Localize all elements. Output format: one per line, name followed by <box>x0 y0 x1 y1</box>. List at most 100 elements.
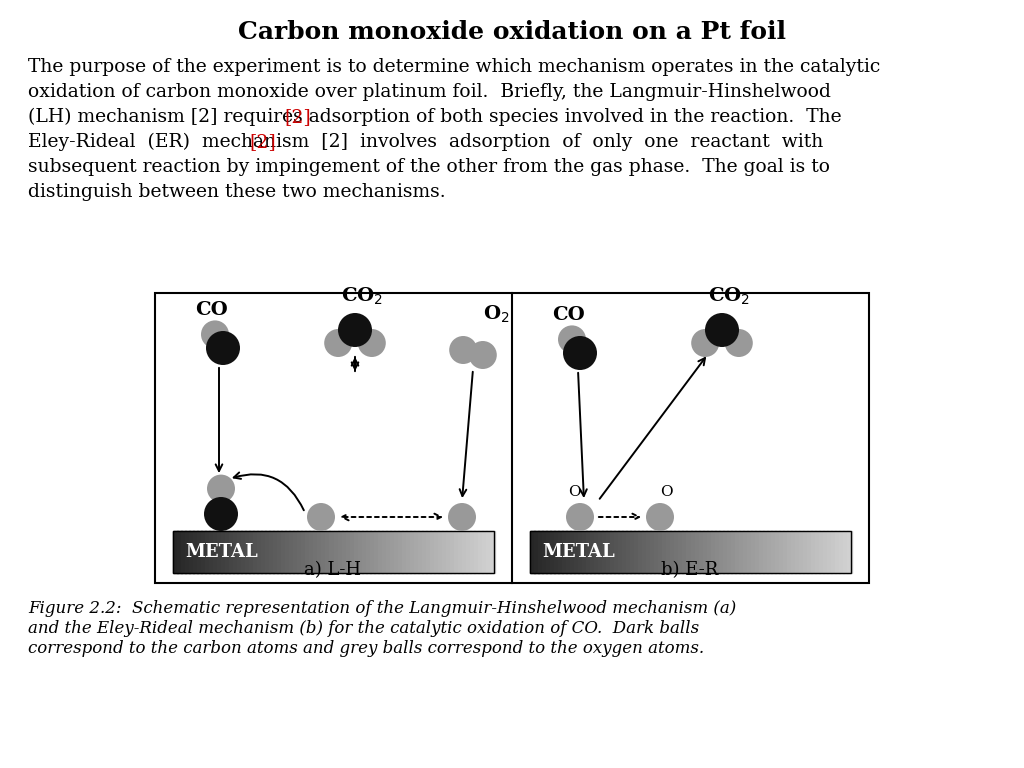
Bar <box>562 531 567 573</box>
Bar <box>707 531 712 573</box>
Bar <box>434 531 439 573</box>
Bar <box>386 531 391 573</box>
Bar <box>723 531 728 573</box>
Bar <box>610 531 615 573</box>
Circle shape <box>449 503 476 531</box>
Bar <box>470 531 475 573</box>
Bar <box>682 531 687 573</box>
Bar <box>690 531 695 573</box>
Bar <box>586 531 591 573</box>
Bar <box>273 531 279 573</box>
Bar <box>843 531 848 573</box>
Bar <box>233 531 239 573</box>
Bar <box>795 531 800 573</box>
Bar <box>667 531 672 573</box>
Bar <box>438 531 442 573</box>
Circle shape <box>646 503 674 531</box>
Text: CO: CO <box>552 306 585 324</box>
Bar <box>694 531 699 573</box>
Circle shape <box>469 341 497 369</box>
Text: b) E-R: b) E-R <box>662 561 719 579</box>
Bar <box>242 531 246 573</box>
Circle shape <box>558 326 586 353</box>
Bar <box>771 531 776 573</box>
Bar <box>422 531 427 573</box>
Circle shape <box>691 329 719 357</box>
Bar <box>290 531 294 573</box>
Bar <box>775 531 779 573</box>
Bar <box>441 531 446 573</box>
Bar <box>546 531 551 573</box>
Bar <box>374 531 379 573</box>
Bar <box>185 531 190 573</box>
Bar <box>686 531 691 573</box>
Bar <box>309 531 314 573</box>
Bar <box>542 531 547 573</box>
Bar <box>221 531 226 573</box>
Bar <box>663 531 668 573</box>
Bar <box>590 531 595 573</box>
Bar <box>269 531 274 573</box>
Bar <box>225 531 230 573</box>
Bar <box>534 531 539 573</box>
Bar <box>634 531 639 573</box>
Circle shape <box>563 336 597 370</box>
Bar <box>189 531 195 573</box>
Bar <box>583 531 587 573</box>
Bar <box>839 531 844 573</box>
Bar <box>631 531 635 573</box>
Bar <box>478 531 483 573</box>
Bar <box>650 531 655 573</box>
Text: Eley-Rideal  (ER)  mechanism  [2]  involves  adsorption  of  only  one  reactant: Eley-Rideal (ER) mechanism [2] involves … <box>28 133 823 151</box>
Bar <box>370 531 375 573</box>
Bar <box>458 531 463 573</box>
Bar <box>330 531 335 573</box>
Bar <box>554 531 559 573</box>
Text: Figure 2.2:  Schematic representation of the Langmuir-Hinshelwood mechanism (a): Figure 2.2: Schematic representation of … <box>28 600 736 617</box>
Bar <box>322 531 327 573</box>
Bar <box>594 531 599 573</box>
Bar <box>606 531 611 573</box>
Bar <box>397 531 402 573</box>
Bar <box>799 531 804 573</box>
Bar <box>393 531 398 573</box>
Circle shape <box>207 475 234 502</box>
Bar <box>286 531 291 573</box>
Bar <box>445 531 451 573</box>
Bar <box>638 531 643 573</box>
Text: O$_2$: O$_2$ <box>483 303 509 325</box>
Bar <box>213 531 218 573</box>
Bar <box>614 531 620 573</box>
Bar <box>245 531 250 573</box>
Bar <box>418 531 423 573</box>
Bar <box>827 531 831 573</box>
Bar <box>342 531 346 573</box>
Bar <box>261 531 266 573</box>
Bar <box>181 531 186 573</box>
Bar <box>353 531 358 573</box>
Bar <box>326 531 331 573</box>
Bar <box>847 531 852 573</box>
Bar <box>550 531 555 573</box>
Bar <box>642 531 647 573</box>
Bar <box>197 531 202 573</box>
Bar <box>746 531 752 573</box>
Bar <box>253 531 258 573</box>
Text: and the Eley-Rideal mechanism (b) for the catalytic oxidation of CO.  Dark balls: and the Eley-Rideal mechanism (b) for th… <box>28 620 699 637</box>
Bar <box>466 531 471 573</box>
Bar <box>361 531 367 573</box>
Bar <box>201 531 206 573</box>
Circle shape <box>566 503 594 531</box>
Text: correspond to the carbon atoms and grey balls correspond to the oxygen atoms.: correspond to the carbon atoms and grey … <box>28 640 705 657</box>
Bar <box>205 531 210 573</box>
Bar <box>229 531 234 573</box>
Bar <box>426 531 431 573</box>
Bar <box>811 531 816 573</box>
Bar <box>297 531 302 573</box>
Bar <box>719 531 724 573</box>
Bar <box>401 531 407 573</box>
Bar <box>755 531 760 573</box>
Bar <box>671 531 676 573</box>
Bar <box>430 531 435 573</box>
Bar <box>209 531 214 573</box>
